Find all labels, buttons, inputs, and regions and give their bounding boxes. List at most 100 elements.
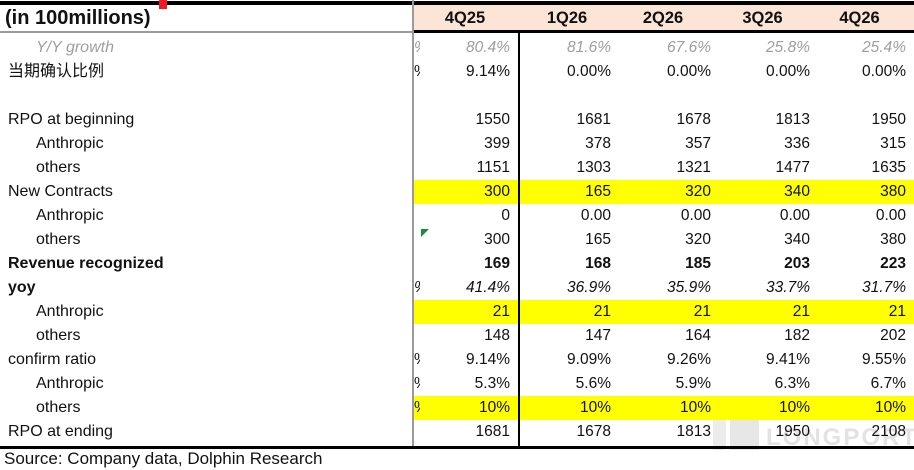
cell[interactable]: 0.00% — [667, 63, 711, 80]
cell[interactable]: 1477 — [775, 159, 810, 176]
row-label[interactable]: yoy — [8, 279, 36, 296]
column-header-4q26[interactable]: 4Q26 — [839, 9, 880, 27]
cell[interactable]: 1950 — [871, 111, 906, 128]
cell[interactable]: 5.6% — [575, 375, 611, 392]
column-header-4q25[interactable]: 4Q25 — [444, 9, 486, 27]
cell[interactable]: 380 — [880, 231, 906, 248]
cell[interactable]: 0.00% — [567, 63, 611, 80]
cell[interactable]: 0.00 — [580, 207, 611, 224]
column-header-2q26[interactable]: 2Q26 — [642, 9, 684, 27]
row-label[interactable]: Anthropic — [36, 375, 104, 392]
cell[interactable]: 1321 — [676, 159, 711, 176]
cell[interactable]: 33.7% — [766, 279, 810, 296]
column-header-1q26[interactable]: 1Q26 — [546, 9, 588, 27]
cell[interactable]: 202 — [880, 327, 906, 344]
cell[interactable]: 0.00 — [875, 207, 906, 224]
column-header-3q26[interactable]: 3Q26 — [742, 9, 783, 27]
cell[interactable]: 10% — [778, 399, 810, 416]
cell[interactable]: 9.26% — [667, 351, 711, 368]
cell[interactable]: 320 — [685, 183, 711, 200]
cell[interactable]: 315 — [880, 135, 906, 152]
row-label[interactable]: Y/Y growth — [36, 39, 114, 56]
row-label[interactable]: Anthropic — [36, 303, 104, 320]
cell[interactable]: 1681 — [475, 423, 510, 440]
cell[interactable]: 21 — [492, 303, 510, 320]
cell[interactable]: 36.9% — [567, 279, 611, 296]
cell[interactable]: 1813 — [676, 423, 711, 440]
cell[interactable]: 2108 — [871, 423, 906, 440]
cell[interactable]: 0 — [501, 207, 510, 224]
cell[interactable]: 165 — [585, 231, 611, 248]
cell[interactable]: 169 — [484, 255, 510, 272]
cell[interactable]: 21 — [693, 303, 711, 320]
cell[interactable]: 380 — [880, 183, 906, 200]
cell[interactable]: 1678 — [676, 111, 711, 128]
cell[interactable]: 41.4% — [466, 279, 510, 296]
cell[interactable]: 80.4% — [466, 39, 510, 56]
cell[interactable]: 147 — [585, 327, 611, 344]
cell[interactable]: 21 — [593, 303, 611, 320]
cell[interactable]: 0.00 — [779, 207, 810, 224]
cell[interactable]: 6.3% — [774, 375, 810, 392]
cell[interactable]: 168 — [585, 255, 611, 272]
row-label[interactable]: Anthropic — [36, 207, 104, 224]
cell[interactable]: 223 — [880, 255, 906, 272]
cell[interactable]: 35.9% — [667, 279, 711, 296]
cell[interactable]: 9.14% — [466, 63, 510, 80]
cell[interactable]: 1950 — [775, 423, 810, 440]
cell[interactable]: 340 — [784, 231, 810, 248]
cell[interactable]: 10% — [679, 399, 711, 416]
cell[interactable]: 1635 — [871, 159, 906, 176]
cell[interactable]: 165 — [585, 183, 611, 200]
cell[interactable]: 25.4% — [862, 39, 906, 56]
cell[interactable]: 340 — [784, 183, 810, 200]
cell[interactable]: 0.00% — [862, 63, 906, 80]
row-label[interactable]: Revenue recognized — [8, 255, 164, 272]
cell[interactable]: 1681 — [576, 111, 611, 128]
cell[interactable]: 9.14% — [466, 351, 510, 368]
cell[interactable]: 10% — [874, 399, 906, 416]
cell[interactable]: 21 — [888, 303, 906, 320]
cell[interactable]: 9.55% — [862, 351, 906, 368]
cell[interactable]: 300 — [484, 183, 510, 200]
row-label[interactable]: others — [36, 327, 81, 344]
cell[interactable]: 378 — [585, 135, 611, 152]
cell[interactable]: 1303 — [576, 159, 611, 176]
cell[interactable]: 203 — [784, 255, 810, 272]
row-label[interactable]: others — [36, 159, 81, 176]
row-label[interactable]: RPO at ending — [8, 423, 113, 440]
row-label[interactable]: others — [36, 231, 81, 248]
cell[interactable]: 1813 — [775, 111, 810, 128]
cell[interactable]: 336 — [784, 135, 810, 152]
cell[interactable]: 1678 — [576, 423, 611, 440]
cell[interactable]: 10% — [478, 399, 510, 416]
cell[interactable]: 300 — [484, 231, 510, 248]
cell[interactable]: 399 — [484, 135, 510, 152]
cell[interactable]: 9.09% — [567, 351, 611, 368]
cell[interactable]: 5.3% — [474, 375, 510, 392]
cell[interactable]: 31.7% — [862, 279, 906, 296]
cell[interactable]: 182 — [784, 327, 810, 344]
row-label[interactable]: Anthropic — [36, 135, 104, 152]
row-label[interactable]: New Contracts — [8, 183, 113, 200]
row-label[interactable]: RPO at beginning — [8, 111, 135, 128]
cell[interactable]: 0.00% — [766, 63, 810, 80]
row-label[interactable]: others — [36, 399, 81, 416]
row-label[interactable]: confirm ratio — [8, 351, 97, 368]
cell[interactable]: 25.8% — [766, 39, 810, 56]
cell[interactable]: 5.9% — [675, 375, 711, 392]
cell[interactable]: 21 — [792, 303, 810, 320]
cell[interactable]: 320 — [685, 231, 711, 248]
cell[interactable]: 0.00 — [680, 207, 711, 224]
cell[interactable]: 10% — [579, 399, 611, 416]
cell[interactable]: 164 — [685, 327, 711, 344]
cell[interactable]: 81.6% — [567, 39, 611, 56]
cell[interactable]: 67.6% — [667, 39, 711, 56]
cell[interactable]: 1151 — [476, 159, 510, 176]
cell[interactable]: 357 — [685, 135, 711, 152]
row-label[interactable]: 当期确认比例 — [8, 63, 105, 80]
cell[interactable]: 148 — [484, 327, 510, 344]
cell[interactable]: 1550 — [475, 111, 510, 128]
cell[interactable]: 9.41% — [766, 351, 810, 368]
cell[interactable]: 185 — [685, 255, 711, 272]
